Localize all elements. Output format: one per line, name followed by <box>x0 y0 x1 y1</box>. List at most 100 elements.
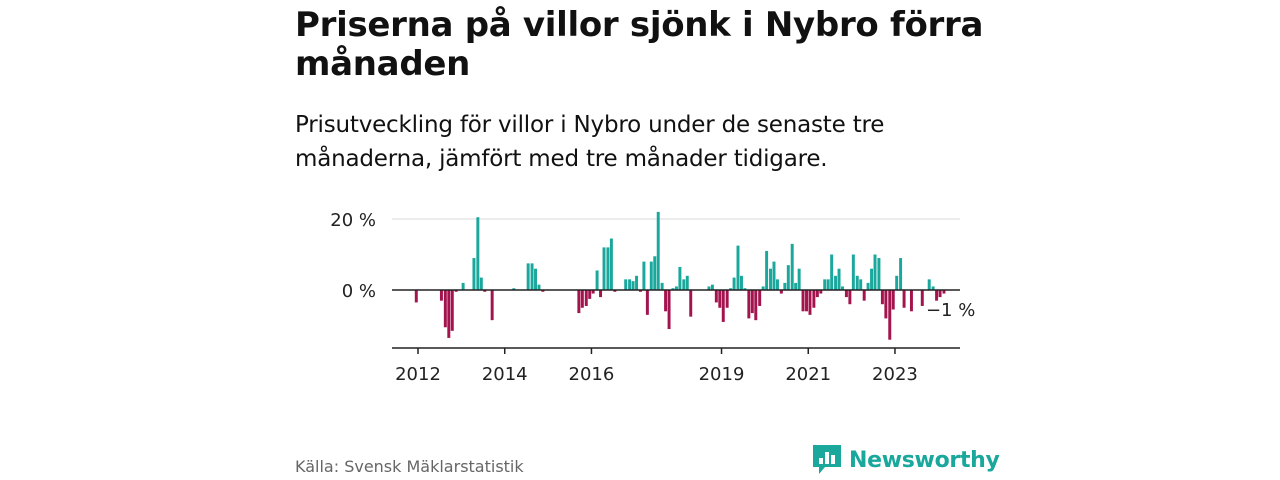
data-bar <box>819 290 823 294</box>
data-bar <box>902 290 906 308</box>
x-tick-label: 2019 <box>699 364 745 385</box>
data-bar <box>443 290 447 328</box>
x-tick-label: 2016 <box>569 364 615 385</box>
data-bar <box>472 258 476 290</box>
data-bar <box>909 290 913 312</box>
data-bar <box>877 258 881 290</box>
data-bar <box>772 261 776 290</box>
data-bar <box>476 217 480 290</box>
data-bar <box>512 288 516 290</box>
x-tick-label: 2014 <box>482 364 528 385</box>
source-note: Källa: Svensk Mäklarstatistik <box>295 457 524 476</box>
data-bar <box>812 290 816 308</box>
data-bar <box>653 256 657 291</box>
data-bar <box>490 290 494 321</box>
data-bar <box>580 290 584 308</box>
data-bar <box>826 279 830 290</box>
data-bar <box>664 290 668 312</box>
x-tick-label: 2023 <box>872 364 918 385</box>
data-bar <box>678 266 682 290</box>
brand-logo[interactable]: Newsworthy <box>813 445 1000 475</box>
data-bar <box>660 282 664 290</box>
price-change-bar-chart: 20 % 0 % −1 % 2012 2014 2016 2019 2021 2023 <box>330 210 975 385</box>
data-bar <box>710 284 714 290</box>
y-tick-label: 20 % <box>330 210 376 231</box>
data-bar <box>739 275 743 290</box>
data-bar <box>714 290 718 303</box>
data-bar <box>479 277 483 290</box>
data-bar <box>685 275 689 290</box>
data-bar <box>439 290 443 301</box>
newsworthy-logo-icon <box>813 445 841 474</box>
data-bar <box>631 281 635 291</box>
data-bar <box>609 238 613 290</box>
data-bar <box>848 290 852 305</box>
data-bar <box>725 290 729 308</box>
data-bar <box>599 290 603 298</box>
data-bar <box>537 284 541 290</box>
data-bar <box>588 290 592 299</box>
data-bar <box>454 290 458 292</box>
data-bar <box>635 275 639 290</box>
data-bar <box>447 290 451 338</box>
data-bar <box>891 290 895 310</box>
data-bar <box>534 268 537 290</box>
data-bar <box>747 290 751 319</box>
data-bar <box>931 286 935 290</box>
data-bar <box>815 290 819 298</box>
data-bar <box>595 270 599 290</box>
data-bar <box>935 290 939 301</box>
data-bar <box>841 286 844 290</box>
data-bar <box>750 290 754 314</box>
chart-title: Priserna på villor sjönk i Nybro förra m… <box>295 5 984 84</box>
data-bar <box>591 290 595 294</box>
data-bar <box>606 247 610 290</box>
data-bar <box>927 279 931 290</box>
chart-card: Priserna på villor sjönk i Nybro förra m… <box>295 0 1000 480</box>
data-bar <box>866 282 870 290</box>
data-bar <box>718 290 722 308</box>
data-bar <box>649 261 653 290</box>
data-bar <box>942 290 946 294</box>
data-bar <box>769 268 772 290</box>
data-bar <box>461 282 465 290</box>
data-bar <box>667 290 671 330</box>
data-bar <box>414 290 418 303</box>
data-bar <box>645 290 649 315</box>
data-bar <box>880 290 884 305</box>
data-bar <box>797 268 801 290</box>
data-bar <box>844 290 848 298</box>
data-bar <box>450 290 454 331</box>
data-bar <box>779 290 783 294</box>
last-value-label: −1 % <box>926 300 975 321</box>
data-bar <box>729 288 733 290</box>
data-bar <box>732 277 736 290</box>
data-bar <box>765 250 769 290</box>
data-bar <box>743 288 747 290</box>
data-bar <box>870 268 874 290</box>
chart-subtitle: Prisutveckling för villor i Nybro under … <box>295 112 885 172</box>
data-bar <box>884 290 888 319</box>
data-bar <box>602 247 606 290</box>
data-bar <box>790 243 794 290</box>
data-bar <box>837 268 841 290</box>
data-bar <box>823 279 827 290</box>
data-bar <box>873 254 877 290</box>
data-bar <box>526 263 530 291</box>
data-bar <box>805 290 808 312</box>
data-bar <box>577 290 581 314</box>
data-bar <box>541 290 545 292</box>
data-bar <box>855 275 859 290</box>
data-bar <box>656 211 660 290</box>
data-bar <box>674 286 678 290</box>
data-bar <box>624 279 628 290</box>
data-bar <box>642 261 646 290</box>
data-bar <box>707 286 711 290</box>
data-bar <box>859 279 863 290</box>
data-bar <box>721 290 725 322</box>
data-bar <box>801 290 805 312</box>
data-bar <box>628 279 632 290</box>
data-bar <box>851 254 855 290</box>
data-bar <box>895 275 899 290</box>
data-bar <box>775 279 779 290</box>
